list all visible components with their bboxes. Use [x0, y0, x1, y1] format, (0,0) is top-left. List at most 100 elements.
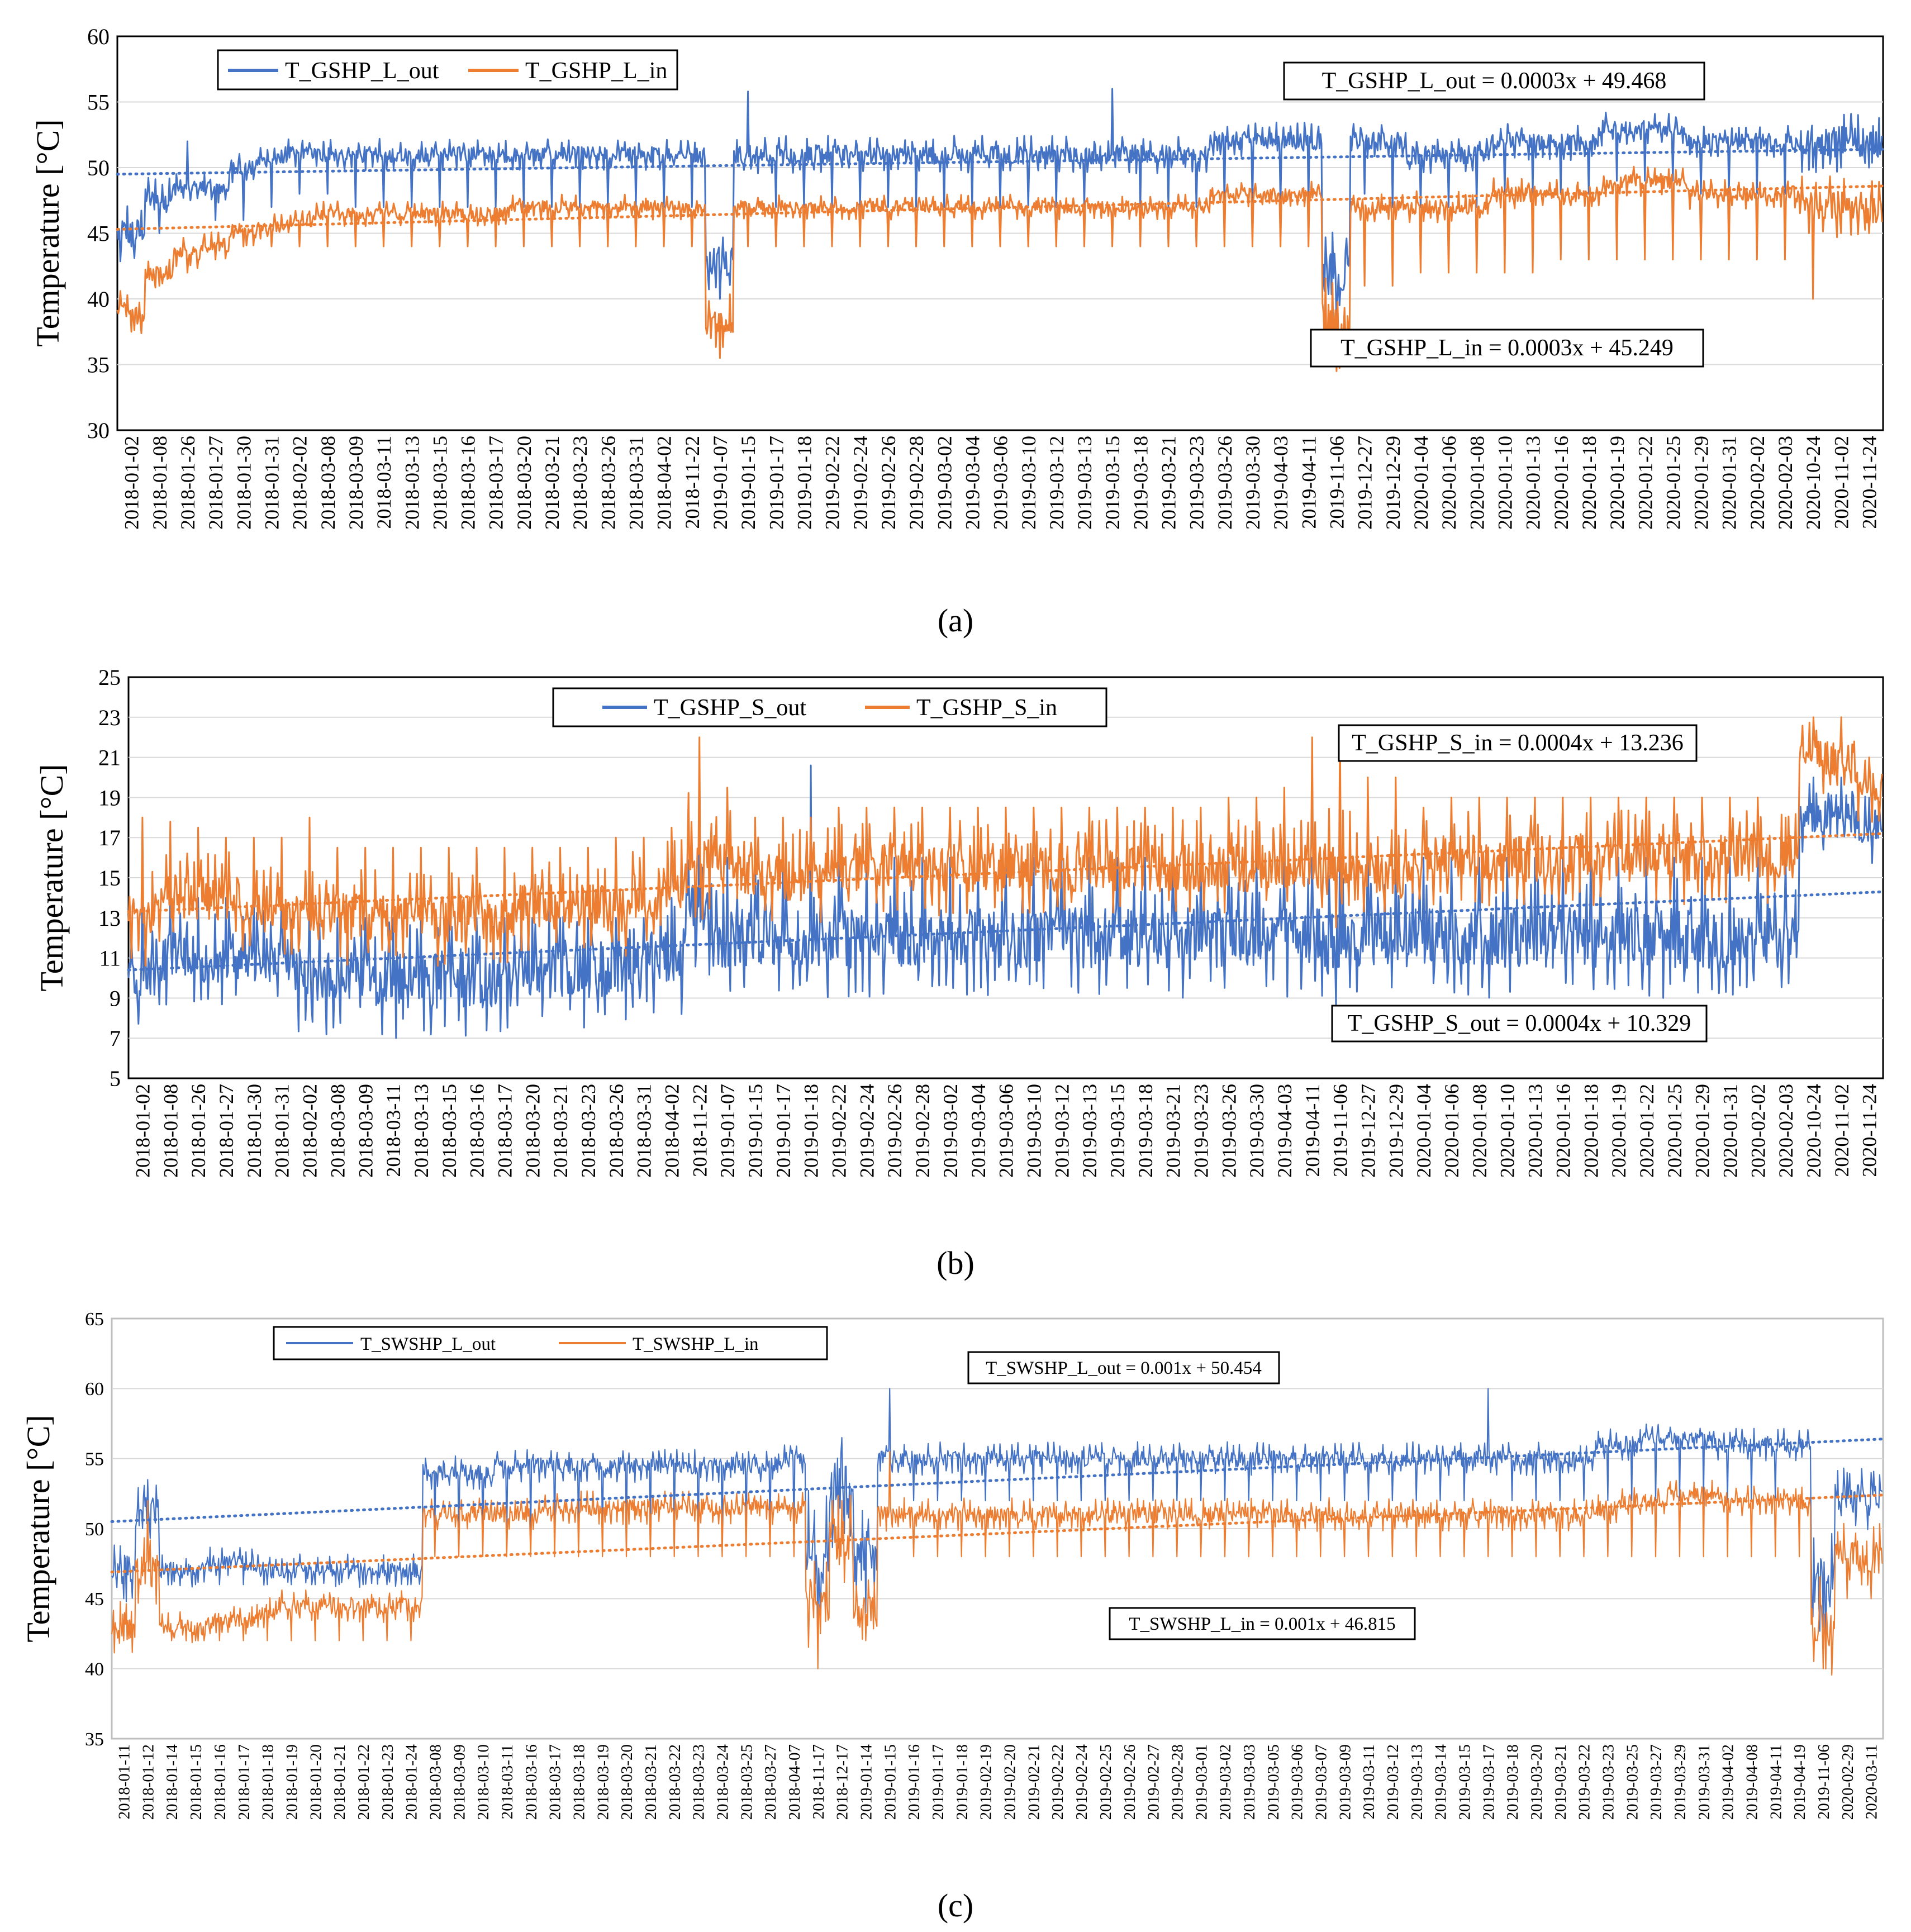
x-tick-label: 2019-03-15	[1101, 436, 1124, 530]
x-tick-label: 2020-01-06	[1441, 1084, 1463, 1178]
x-tick-label: 2018-03-17	[485, 436, 507, 530]
y-tick-label: 35	[87, 353, 110, 378]
x-tick-label: 2018-03-08	[426, 1744, 444, 1820]
x-tick-label: 2019-03-15	[1456, 1744, 1473, 1820]
x-tick-label: 2018-01-20	[307, 1744, 325, 1820]
x-tick-label: 2019-03-12	[1384, 1744, 1402, 1820]
x-tick-label: 2018-03-26	[597, 436, 619, 530]
x-tick-label: 2020-02-29	[1839, 1744, 1857, 1820]
x-tick-labels: 2018-01-02 2018-01-08 2018-01-26 2018-01-27…	[121, 436, 1881, 530]
series-layer	[127, 716, 1885, 1039]
x-tick-label: 2019-02-19	[977, 1744, 995, 1820]
trend-line-T_GSHP_L_out	[116, 147, 1885, 176]
x-tick-label: 2019-03-23	[1186, 436, 1208, 530]
x-tick-label: 2019-03-04	[967, 1084, 990, 1178]
x-tick-label: 2019-02-24	[855, 1084, 878, 1178]
x-tick-label: 2018-03-10	[474, 1744, 492, 1820]
x-tick-label: 2020-01-08	[1466, 436, 1488, 530]
x-tick-label: 2020-01-19	[1606, 436, 1628, 530]
trend-equation-box	[967, 1351, 1280, 1384]
trend-equation-text: T_GSHP_S_out = 0.0004x + 10.329	[1348, 1011, 1691, 1036]
panel-caption: (b)	[937, 1245, 974, 1281]
x-tick-label: 2019-03-02	[939, 1084, 962, 1178]
chart-panel-b: 5 7 9 11 13 15 17 19 21 23 25 2018-01-02 2018-01-08…	[34, 665, 1885, 1281]
legend-label-out: T_GSHP_S_out	[654, 695, 806, 721]
x-tick-label: 2019-03-18	[1504, 1744, 1522, 1820]
x-tick-label: 2018-02-02	[289, 436, 311, 530]
x-tick-label: 2019-11-06	[1326, 436, 1348, 529]
series-layer	[110, 1388, 1885, 1676]
x-tick-label: 2018-03-23	[690, 1744, 708, 1820]
x-tick-label: 2020-01-29	[1690, 436, 1713, 530]
x-tick-label: 2019-03-12	[1045, 436, 1068, 530]
x-tick-label: 2020-01-18	[1580, 1084, 1602, 1178]
x-tick-label: 2019-11-06	[1329, 1084, 1352, 1177]
x-tick-label: 2018-01-18	[259, 1744, 277, 1820]
x-tick-label: 2018-03-21	[549, 1084, 572, 1178]
x-tick-label: 2019-03-13	[1078, 1084, 1101, 1178]
x-tick-label: 2019-03-04	[961, 436, 983, 530]
legend: T_GSHP_S_out T_GSHP_S_in	[552, 687, 1107, 727]
x-tick-label: 2019-01-17	[772, 1084, 795, 1178]
y-tick-label: 15	[98, 865, 121, 891]
grid-lines	[112, 1388, 1883, 1669]
x-tick-label: 2020-01-29	[1691, 1084, 1714, 1178]
x-tick-label: 2020-11-02	[1830, 436, 1852, 529]
x-tick-label: 2018-11-22	[681, 436, 703, 529]
x-tick-label: 2018-03-31	[625, 436, 648, 530]
x-tick-label: 2019-03-02	[1216, 1744, 1234, 1820]
legend-label-in: T_GSHP_S_in	[916, 695, 1057, 721]
x-tick-label: 2019-03-06	[1289, 1744, 1306, 1820]
x-tick-label: 2019-03-06	[995, 1084, 1018, 1178]
trend-equation-text: T_SWSHP_L_out = 0.001x + 50.454	[986, 1358, 1262, 1378]
x-tick-label: 2018-03-18	[570, 1744, 588, 1820]
y-tick-label: 50	[85, 1519, 104, 1540]
series-line-T_SWSHP_L_out	[111, 1388, 1883, 1647]
x-tick-label: 2018-01-31	[260, 436, 283, 530]
x-tick-label: 2019-04-02	[1719, 1744, 1737, 1820]
y-tick-label: 25	[98, 665, 121, 690]
x-tick-label: 2019-03-21	[1162, 1084, 1185, 1178]
x-tick-label: 2018-01-27	[215, 1084, 237, 1178]
y-tick-label: 60	[85, 1379, 104, 1400]
trend-equation-in: T_GSHP_L_in = 0.0003x + 45.249	[1310, 329, 1704, 368]
y-tick-label: 17	[98, 825, 121, 850]
x-tick-label: 2019-03-21	[1552, 1744, 1570, 1820]
x-tick-label: 2019-01-15	[744, 1084, 767, 1178]
x-tick-label: 2019-04-11	[1297, 436, 1320, 529]
x-tick-label: 2019-03-17	[1480, 1744, 1498, 1820]
x-tick-label: 2019-02-26	[1121, 1744, 1139, 1820]
x-tick-label: 2019-02-26	[877, 436, 900, 530]
trend-equation-box	[1283, 61, 1705, 101]
trend-equation-box	[1109, 1607, 1416, 1640]
trend-equation-text: T_GSHP_S_in = 0.0004x + 13.236	[1352, 730, 1683, 756]
x-tick-label: 2018-03-20	[618, 1744, 636, 1820]
x-tick-label: 2020-01-06	[1438, 436, 1460, 530]
x-tick-label: 2018-03-11	[373, 436, 395, 529]
y-tick-label: 21	[98, 745, 121, 770]
x-tick-label: 2018-01-27	[205, 436, 227, 530]
x-tick-label: 2019-01-17	[929, 1744, 947, 1820]
legend-label-out: T_GSHP_L_out	[285, 58, 439, 84]
trend-line-T_SWSHP_L_in	[110, 1493, 1885, 1574]
x-tick-label: 2019-01-17	[765, 436, 787, 530]
x-tick-label: 2018-01-21	[331, 1744, 349, 1820]
x-tick-label: 2018-11-17	[810, 1744, 828, 1819]
x-tick-label: 2018-01-12	[139, 1744, 157, 1820]
x-tick-label: 2018-01-17	[235, 1744, 253, 1820]
x-tick-label: 2019-03-09	[1336, 1744, 1354, 1820]
x-tick-label: 2019-02-28	[1168, 1744, 1186, 1820]
x-tick-label: 2018-11-22	[688, 1084, 711, 1177]
x-tick-label: 2018-01-02	[121, 436, 143, 530]
legend-label-in: T_SWSHP_L_in	[633, 1334, 759, 1354]
x-tick-label: 2018-03-25	[738, 1744, 755, 1820]
x-tick-label: 2019-03-26	[1214, 436, 1236, 530]
x-tick-label: 2018-03-08	[326, 1084, 349, 1178]
x-tick-label: 2018-03-08	[317, 436, 339, 530]
x-tick-label: 2019-02-25	[1097, 1744, 1115, 1820]
x-tick-label: 2018-03-22	[666, 1744, 684, 1820]
x-tick-label: 2018-12-17	[834, 1744, 852, 1820]
x-tick-label: 2018-03-11	[382, 1084, 405, 1177]
y-tick-labels: 35 40 45 50 55 60 65	[85, 1309, 104, 1750]
